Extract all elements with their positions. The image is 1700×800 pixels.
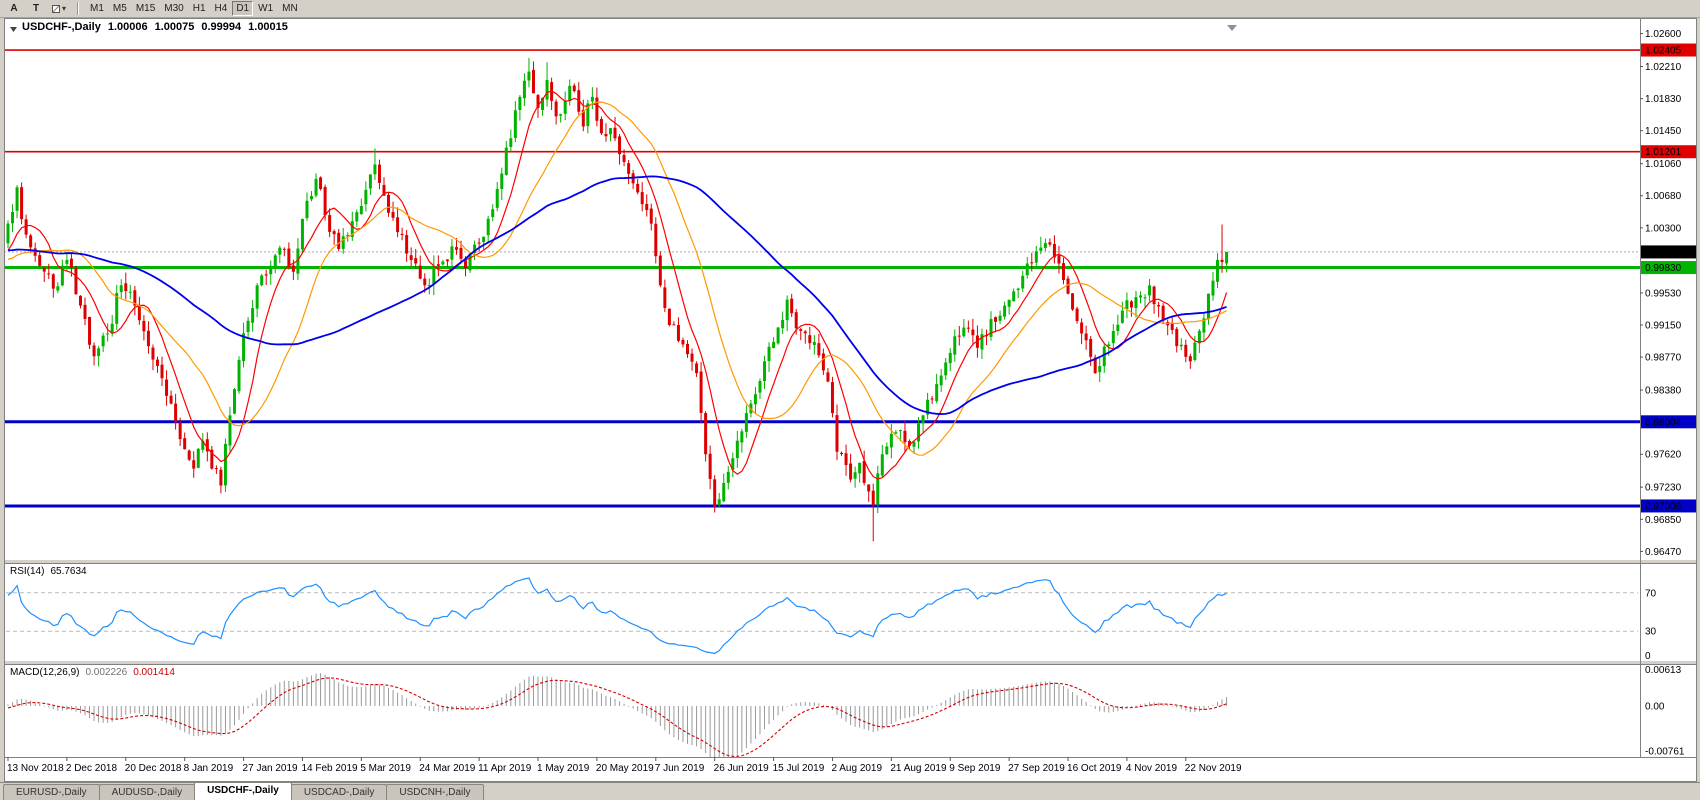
chart-tab-usdchf[interactable]: USDCHF-,Daily [194, 782, 292, 800]
price-axis-label: 1.02600 [1645, 29, 1682, 40]
price-axis-label: 1.01450 [1645, 126, 1682, 137]
timeframe-button-h1[interactable]: H1 [189, 1, 210, 16]
macd-axis-label: 0.00 [1645, 701, 1665, 712]
date-axis-label: 8 Jan 2019 [184, 763, 234, 774]
price-axis-label: 0.98770 [1645, 353, 1682, 364]
crosshair-icon [52, 5, 60, 13]
timeframe-group: M1M5M15M30H1H4D1W1MN [86, 1, 302, 16]
date-axis-label: 20 May 2019 [596, 763, 654, 774]
rsi-axis-label: 30 [1645, 627, 1657, 638]
timeframe-button-d1[interactable]: D1 [232, 1, 253, 16]
date-axis-label: 4 Nov 2019 [1126, 763, 1178, 774]
price-axis-label: 0.96470 [1645, 547, 1682, 558]
date-axis-label: 26 Jun 2019 [714, 763, 769, 774]
price-axis-label: 0.97230 [1645, 483, 1682, 494]
timeframe-button-m15[interactable]: M15 [132, 1, 159, 16]
chart-tab-audusd[interactable]: AUDUSD-,Daily [99, 784, 196, 800]
toolbar: A T ▾ M1M5M15M30H1H4D1W1MN [0, 0, 1700, 18]
chart-tab-usdcad[interactable]: USDCAD-,Daily [291, 784, 388, 800]
date-axis-label: 5 Mar 2019 [360, 763, 411, 774]
price-axis-label: 1.01830 [1645, 94, 1682, 105]
price-axis-label: 1.02210 [1645, 62, 1682, 73]
date-axis-label: 21 Aug 2019 [890, 763, 947, 774]
date-axis-label: 11 Apr 2019 [478, 763, 532, 774]
date-axis-label: 9 Sep 2019 [949, 763, 1001, 774]
date-axis-label: 1 May 2019 [537, 763, 590, 774]
price-axis-label: 1.01060 [1645, 159, 1682, 170]
rsi-axis-label: 70 [1645, 588, 1657, 599]
date-axis-label: 22 Nov 2019 [1185, 763, 1242, 774]
price-badge-label: 0.98004 [1645, 417, 1682, 428]
timeframe-button-w1[interactable]: W1 [254, 1, 277, 16]
date-axis-label: 13 Nov 2018 [7, 763, 64, 774]
price-axis-label: 0.99530 [1645, 288, 1682, 299]
arrow-tool-button[interactable]: A [4, 1, 24, 16]
timeframe-button-m1[interactable]: M1 [86, 1, 108, 16]
date-axis-label: 20 Dec 2018 [125, 763, 182, 774]
date-axis-label: 27 Jan 2019 [243, 763, 298, 774]
price-axis-label: 0.97620 [1645, 450, 1682, 461]
price-axis-label: 1.00300 [1645, 223, 1682, 234]
timeframe-button-m30[interactable]: M30 [160, 1, 187, 16]
price-badge-label: 0.99830 [1645, 263, 1682, 274]
date-axis-label: 2 Dec 2018 [66, 763, 118, 774]
chevron-down-icon: ▾ [62, 5, 66, 13]
timeframe-button-mn[interactable]: MN [278, 1, 302, 16]
price-badge-label: 1.01201 [1645, 147, 1682, 158]
timeframe-button-h4[interactable]: H4 [211, 1, 232, 16]
price-axis-label: 0.96850 [1645, 515, 1682, 526]
date-axis-label: 14 Feb 2019 [301, 763, 358, 774]
date-axis-label: 2 Aug 2019 [831, 763, 882, 774]
price-axis-label: 0.99150 [1645, 320, 1682, 331]
price-badge-label: 1.02405 [1645, 46, 1682, 57]
chart-tab-eurusd[interactable]: EURUSD-,Daily [3, 784, 100, 800]
price-axis-label: 1.00680 [1645, 191, 1682, 202]
timeframe-button-m5[interactable]: M5 [109, 1, 131, 16]
date-axis-label: 27 Sep 2019 [1008, 763, 1065, 774]
price-badge-label: 0.97008 [1645, 501, 1682, 512]
date-axis-label: 24 Mar 2019 [419, 763, 476, 774]
chart-tab-usdcnh[interactable]: USDCNH-,Daily [386, 784, 483, 800]
date-axis-label: 7 Jun 2019 [655, 763, 705, 774]
price-axis-label: 0.98380 [1645, 386, 1682, 397]
text-tool-button[interactable]: T [26, 1, 46, 16]
toolbar-separator [77, 2, 79, 15]
cursor-style-dropdown[interactable]: ▾ [48, 1, 70, 16]
rsi-axis-label: 0 [1645, 651, 1651, 662]
date-axis-label: 15 Jul 2019 [773, 763, 825, 774]
macd-axis-label: 0.00613 [1645, 665, 1682, 676]
macd-axis-label: -0.00761 [1645, 747, 1685, 758]
chart-tab-bar: EURUSD-,DailyAUDUSD-,DailyUSDCHF-,DailyU… [0, 782, 1700, 800]
mt4-terminal: { "toolbar": { "buttons": [ {"label": "A… [0, 0, 1700, 800]
price-badge-label: 1.00015 [1645, 247, 1682, 258]
date-axis-label: 16 Oct 2019 [1067, 763, 1122, 774]
chart-canvas[interactable]: 70 30 0 0.00613 0.00 -0.00761 1.02600 1.02210 1.… [0, 0, 1700, 800]
